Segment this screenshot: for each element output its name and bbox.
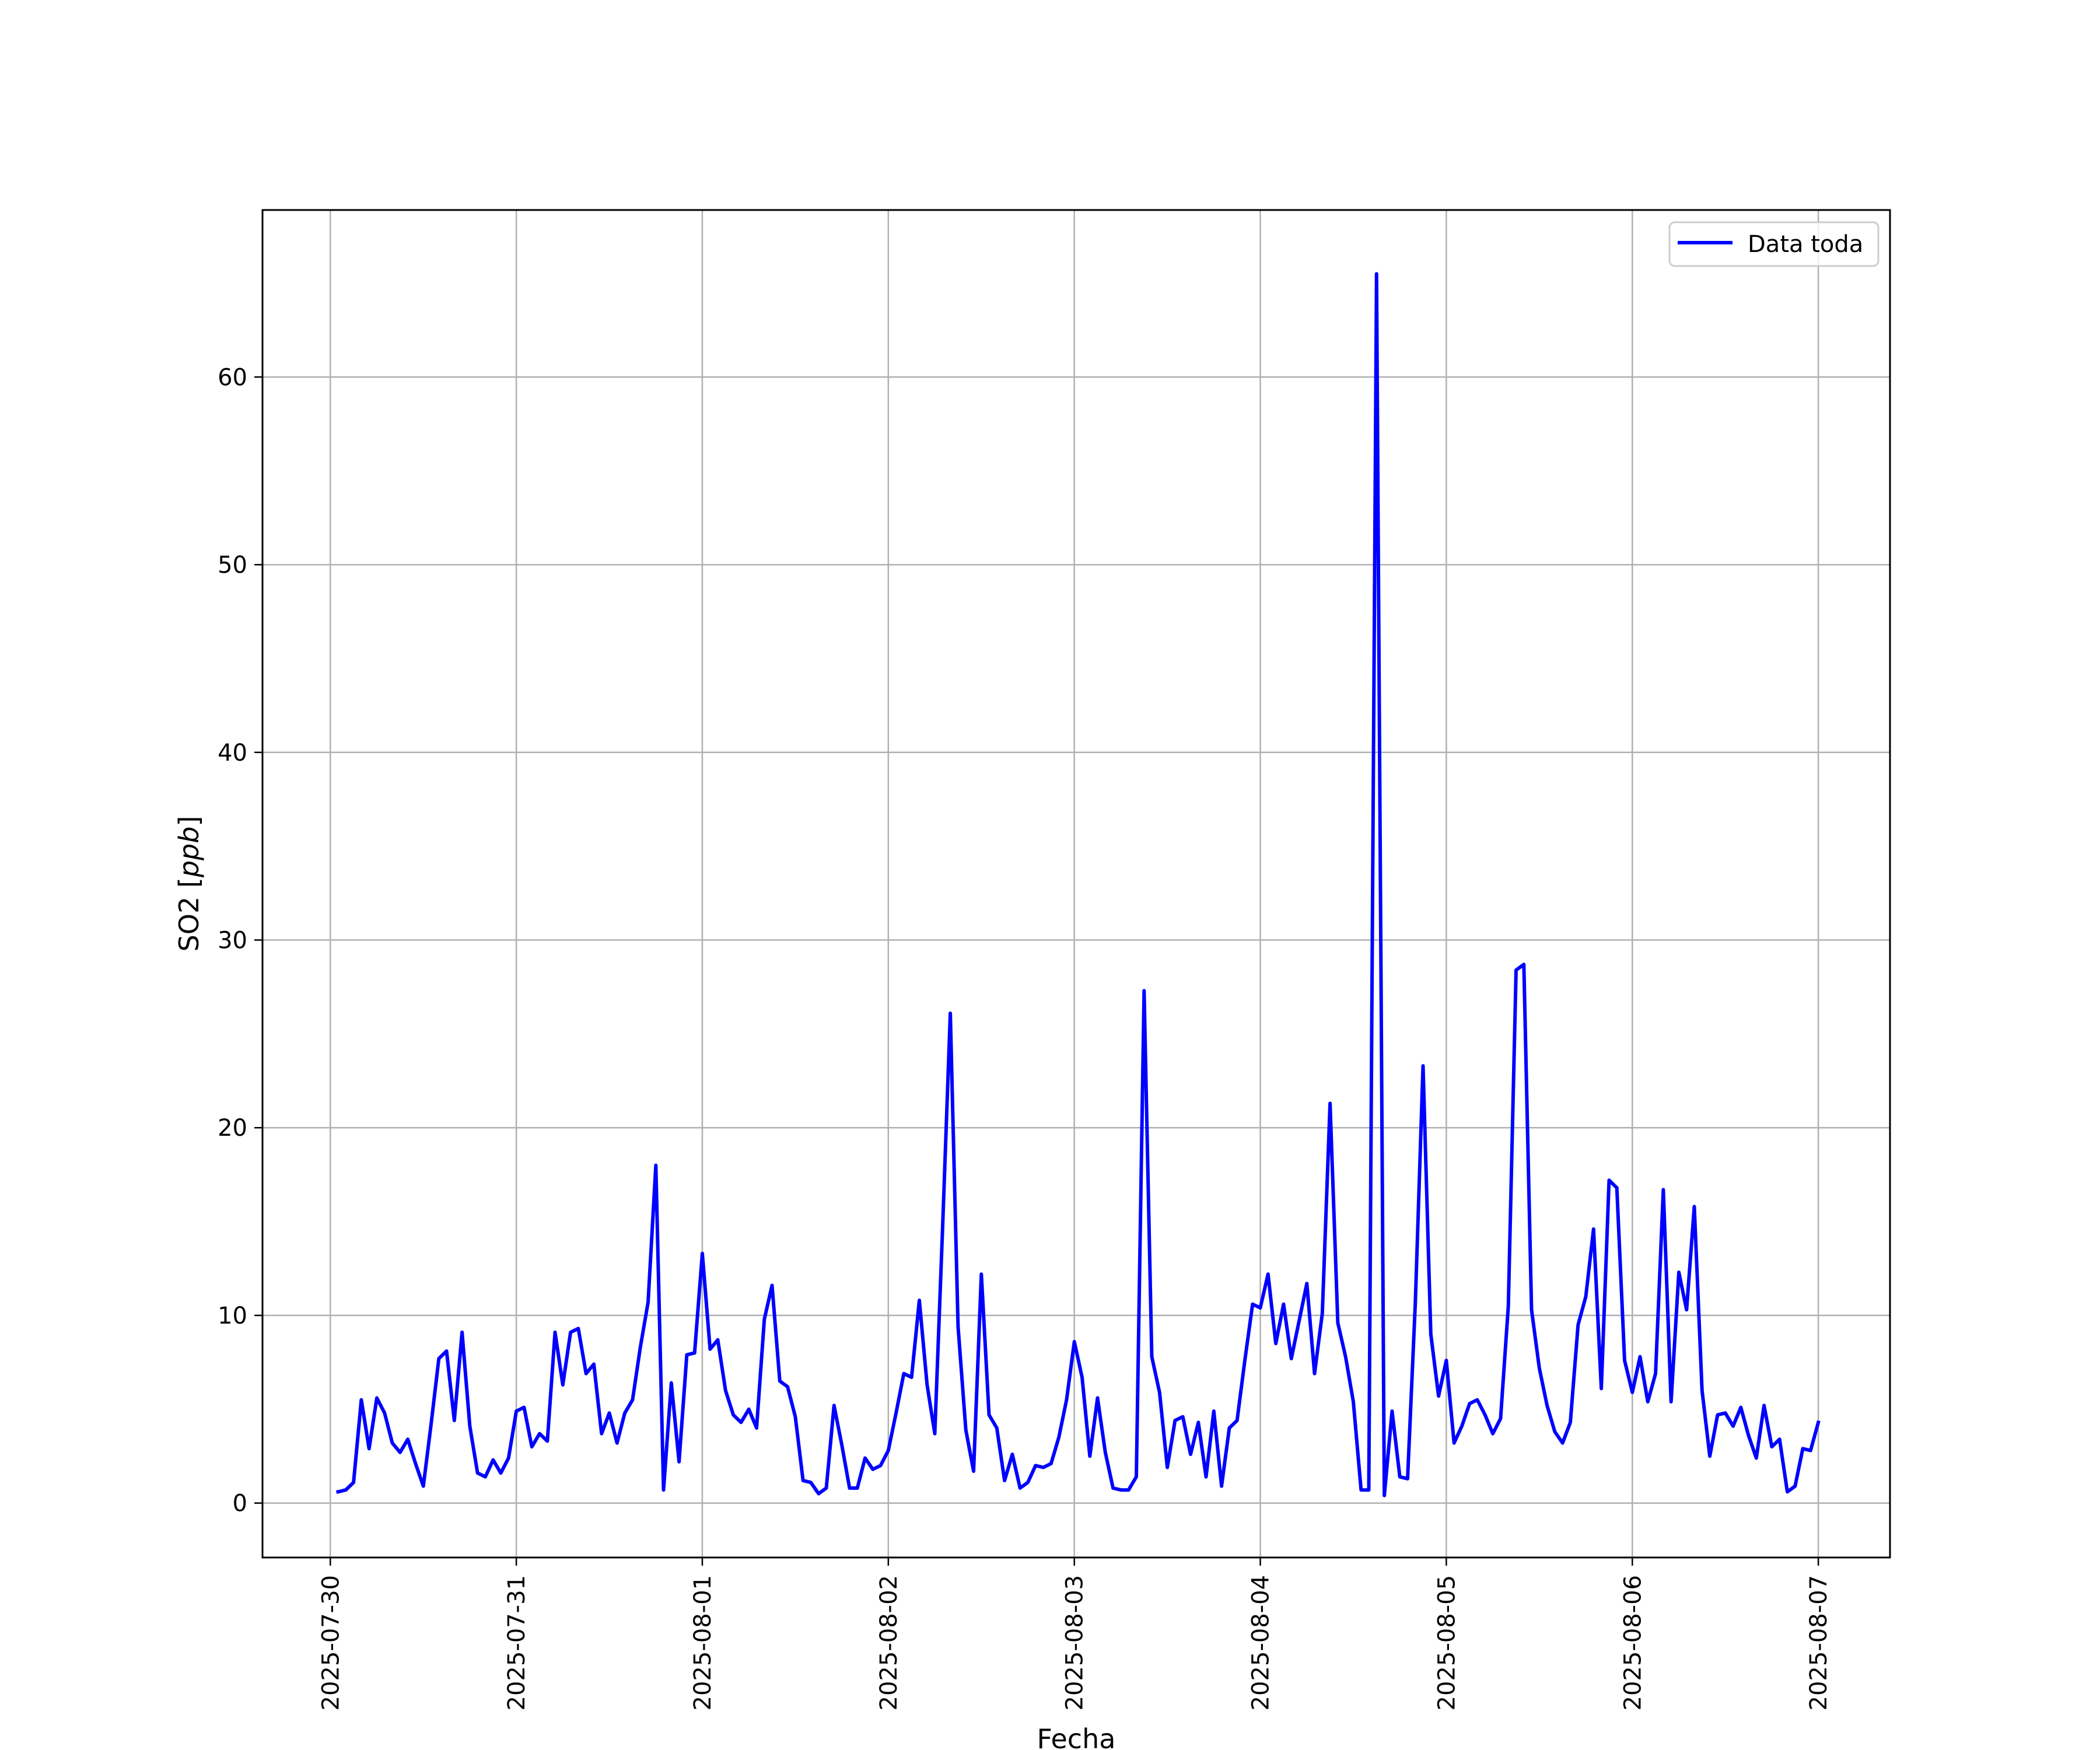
plot-area-frame	[261, 209, 1891, 1559]
y-tick-label: 20	[218, 1115, 247, 1142]
x-tick-label: 2025-08-03	[1062, 1575, 1088, 1710]
x-tick-label: 2025-08-01	[690, 1575, 716, 1710]
y-tick-label: 50	[218, 552, 247, 579]
y-tick-label: 60	[218, 364, 247, 391]
x-tick-label: 2025-08-02	[876, 1575, 902, 1710]
legend-label: Data toda	[1748, 231, 1863, 258]
x-tick-label: 2025-08-05	[1433, 1575, 1460, 1710]
grid-lines	[262, 210, 1890, 1558]
x-tick-label: 2025-08-07	[1805, 1575, 1832, 1710]
y-tick-label: 0	[233, 1490, 247, 1517]
x-tick-label: 2025-07-30	[317, 1575, 344, 1710]
x-tick-label: 2025-08-04	[1248, 1575, 1275, 1710]
legend: Data toda	[1668, 221, 1880, 267]
y-axis: 0 10 20 30 40 50 60	[218, 364, 262, 1517]
y-tick-label: 10	[218, 1303, 247, 1329]
legend-box	[1668, 221, 1880, 267]
y-tick-label: 40	[218, 740, 247, 766]
x-axis-label: Fecha	[1037, 1723, 1116, 1750]
x-axis: 2025-07-30 2025-07-31 2025-08-01 2025-08-02…	[317, 1558, 1832, 1710]
series-line-data-toda	[335, 272, 1821, 1497]
x-tick-label: 2025-07-31	[503, 1575, 530, 1710]
y-axis-label: SO2 [ppb]	[173, 816, 205, 952]
y-tick-label: 30	[218, 928, 247, 954]
x-tick-label: 2025-08-06	[1619, 1575, 1646, 1710]
